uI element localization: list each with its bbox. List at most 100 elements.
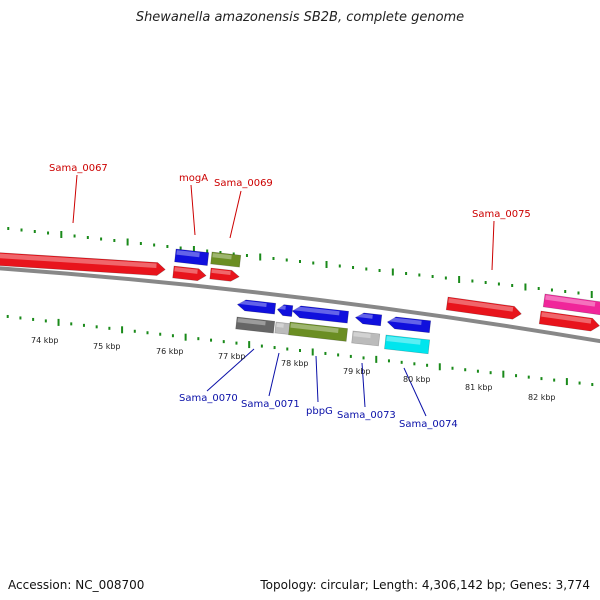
minor-tick <box>20 228 23 232</box>
minor-tick <box>133 329 136 333</box>
gene-sama-0069-cds-feature[interactable] <box>209 267 240 282</box>
minor-tick <box>222 340 225 344</box>
gene-red-end-feature[interactable] <box>538 310 600 332</box>
minor-tick <box>95 325 98 329</box>
major-tick <box>248 341 251 349</box>
accession-text: Accession: NC_008700 <box>8 578 145 592</box>
minor-tick <box>146 331 149 335</box>
minor-tick <box>418 273 421 277</box>
gene-sama-0071-label[interactable]: Sama_0071 <box>241 399 300 410</box>
minor-tick <box>179 246 182 250</box>
minor-tick <box>324 351 327 355</box>
minor-tick <box>400 360 403 364</box>
major-tick <box>438 363 441 371</box>
gene-sama-0069-label[interactable]: Sama_0069 <box>214 178 273 189</box>
minor-tick <box>33 230 36 233</box>
gene-blue-left-2-feature[interactable] <box>276 304 294 317</box>
tick-label: 82 kbp <box>528 393 556 402</box>
minor-tick <box>32 317 35 321</box>
minor-tick <box>206 249 209 253</box>
minor-tick <box>591 383 594 387</box>
gene-pbpg-label[interactable]: pbpG <box>306 406 333 417</box>
gene-blue-left-3-feature[interactable] <box>291 305 349 324</box>
major-tick <box>192 246 195 253</box>
major-tick <box>325 261 328 268</box>
gene-sama-0070-feature[interactable] <box>235 316 276 334</box>
major-tick <box>126 238 129 246</box>
gene-sama-0075-leader <box>491 220 495 271</box>
minor-tick <box>47 231 50 235</box>
gene-moga-label[interactable]: mogA <box>179 173 208 184</box>
gene-sama-0073-feature[interactable] <box>351 330 381 347</box>
minor-tick <box>299 260 301 263</box>
tick-label: 78 kbp <box>281 359 309 368</box>
major-tick <box>184 333 187 341</box>
major-tick <box>524 283 527 291</box>
major-tick <box>458 276 461 283</box>
gene-sama-0067-label[interactable]: Sama_0067 <box>49 163 108 174</box>
minor-tick <box>426 363 429 367</box>
minor-tick <box>405 272 408 275</box>
minor-tick <box>272 257 275 260</box>
minor-tick <box>139 242 142 245</box>
minor-tick <box>312 261 315 265</box>
minor-tick <box>431 275 434 278</box>
major-tick <box>391 268 394 276</box>
gene-sama-0069-feature[interactable] <box>210 251 242 268</box>
gene-blue-left-1-feature[interactable] <box>236 299 277 315</box>
gene-moga-leader <box>190 184 196 236</box>
gene-moga-cds-feature[interactable] <box>172 265 207 282</box>
minor-tick <box>210 338 213 342</box>
minor-tick <box>70 322 73 326</box>
gene-sama-0070-leader <box>206 348 255 392</box>
gene-sama-0074-label[interactable]: Sama_0074 <box>399 419 458 430</box>
minor-tick <box>19 316 22 320</box>
gene-pbpg-leader <box>315 355 319 403</box>
minor-tick <box>540 377 543 381</box>
minor-tick <box>476 369 479 373</box>
minor-tick <box>44 319 47 323</box>
gene-sama-0075-feature[interactable] <box>445 296 522 320</box>
gene-blue-left-5-feature[interactable] <box>386 316 432 334</box>
major-tick <box>121 326 124 334</box>
minor-tick <box>273 346 276 350</box>
major-tick <box>311 348 314 356</box>
gene-sama-0073-leader <box>361 362 366 408</box>
minor-tick <box>413 362 416 366</box>
minor-tick <box>260 344 263 348</box>
tick-label: 80 kbp <box>403 375 431 384</box>
minor-tick <box>7 227 10 230</box>
gene-sama-0070-label[interactable]: Sama_0070 <box>179 393 238 404</box>
tick-label: 75 kbp <box>93 342 121 351</box>
gene-pink-feature[interactable] <box>542 293 600 316</box>
minor-tick <box>171 334 174 338</box>
minor-tick <box>285 258 288 262</box>
minor-tick <box>451 366 454 370</box>
gene-sama-0067-feature[interactable] <box>0 251 166 276</box>
minor-tick <box>553 378 556 382</box>
minor-tick <box>577 291 580 295</box>
tick-label: 79 kbp <box>343 367 371 376</box>
gene-blue-left-4-feature[interactable] <box>354 312 383 327</box>
minor-tick <box>197 337 200 341</box>
minor-tick <box>338 264 341 268</box>
map-title: Shewanella amazonensis SB2B, complete ge… <box>135 10 465 25</box>
minor-tick <box>159 332 162 336</box>
major-tick <box>590 291 593 298</box>
minor-tick <box>444 276 447 280</box>
top-scale-line <box>7 227 593 298</box>
minor-tick <box>100 237 103 241</box>
gene-sama-0075-label[interactable]: Sama_0075 <box>472 209 531 220</box>
minor-tick <box>349 354 352 358</box>
gene-sama-0071-leader <box>268 352 280 397</box>
minor-tick <box>113 239 116 242</box>
minor-tick <box>108 326 111 330</box>
gene-sama-0071-feature[interactable] <box>274 321 292 335</box>
gene-sama-0073-label[interactable]: Sama_0073 <box>337 410 396 421</box>
gene-sama-0067-leader <box>72 174 78 224</box>
minor-tick <box>86 236 89 239</box>
gene-moga-feature[interactable] <box>174 248 210 266</box>
gene-sama-0074-feature[interactable] <box>384 334 431 355</box>
gene-pbpg-feature[interactable] <box>288 321 348 342</box>
gene-sama-0069-leader <box>229 190 242 239</box>
